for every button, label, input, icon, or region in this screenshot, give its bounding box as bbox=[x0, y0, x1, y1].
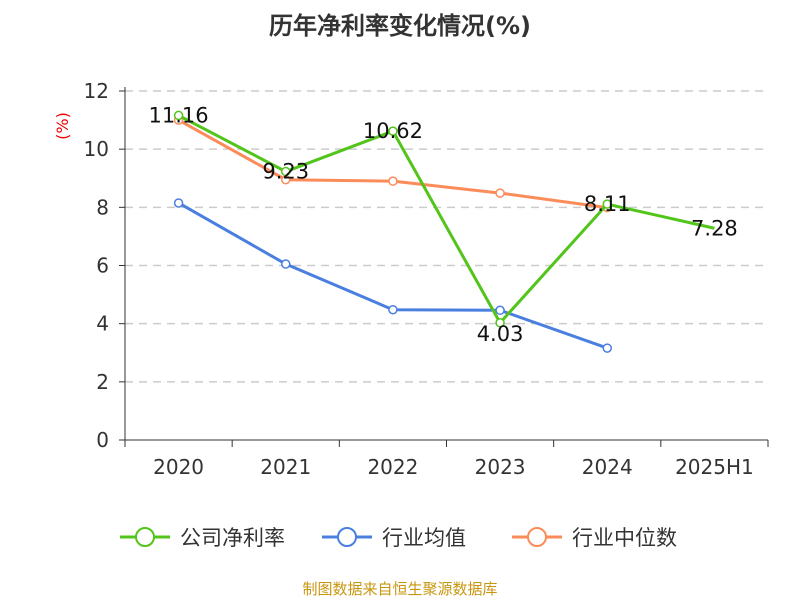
data-point bbox=[281, 166, 291, 177]
x-tick-label: 2022 bbox=[367, 455, 418, 479]
series-line-0 bbox=[177, 114, 715, 326]
legend-marker bbox=[337, 527, 357, 547]
y-tick-label: 0 bbox=[96, 428, 109, 452]
x-tick-label: 2024 bbox=[582, 455, 633, 479]
y-tick-label: 8 bbox=[96, 195, 109, 219]
data-point bbox=[388, 304, 398, 315]
data-point bbox=[281, 259, 291, 269]
x-tick-label: 2021 bbox=[260, 455, 311, 479]
y-tick-label: 6 bbox=[96, 254, 109, 278]
data-label: 10.62 bbox=[363, 119, 423, 143]
legend-label: 公司净利率 bbox=[180, 526, 285, 550]
data-point bbox=[602, 343, 612, 353]
data-point bbox=[495, 305, 505, 316]
y-tick-label: 2 bbox=[96, 370, 109, 394]
data-label: 9.23 bbox=[262, 160, 309, 184]
source-note: 制图数据来自恒生聚源数据库 bbox=[302, 580, 498, 598]
legend-label: 行业中位数 bbox=[572, 526, 677, 550]
y-tick-label: 10 bbox=[84, 137, 109, 161]
y-tick-label: 12 bbox=[84, 79, 109, 103]
data-point bbox=[173, 110, 184, 121]
data-point bbox=[173, 198, 184, 208]
data-point bbox=[602, 199, 612, 209]
x-tick-label: 2020 bbox=[153, 455, 204, 479]
data-point bbox=[495, 188, 505, 198]
data-point bbox=[495, 318, 505, 328]
x-tick-label: 2023 bbox=[475, 455, 526, 479]
legend-label: 行业均值 bbox=[382, 526, 466, 550]
data-label: 4.03 bbox=[477, 322, 524, 346]
data-label: 7.28 bbox=[691, 216, 738, 240]
legend-marker bbox=[527, 527, 547, 547]
data-point bbox=[388, 126, 398, 136]
data-label: 11.16 bbox=[149, 103, 209, 127]
y-axis-label: (%) bbox=[53, 112, 72, 140]
data-point bbox=[388, 176, 398, 186]
legend-marker bbox=[135, 527, 155, 547]
x-tick-label: 2025H1 bbox=[675, 455, 754, 479]
chart-title: 历年净利率变化情况(%) bbox=[269, 12, 531, 40]
data-label: 8.11 bbox=[584, 192, 631, 216]
y-tick-label: 4 bbox=[96, 312, 109, 336]
